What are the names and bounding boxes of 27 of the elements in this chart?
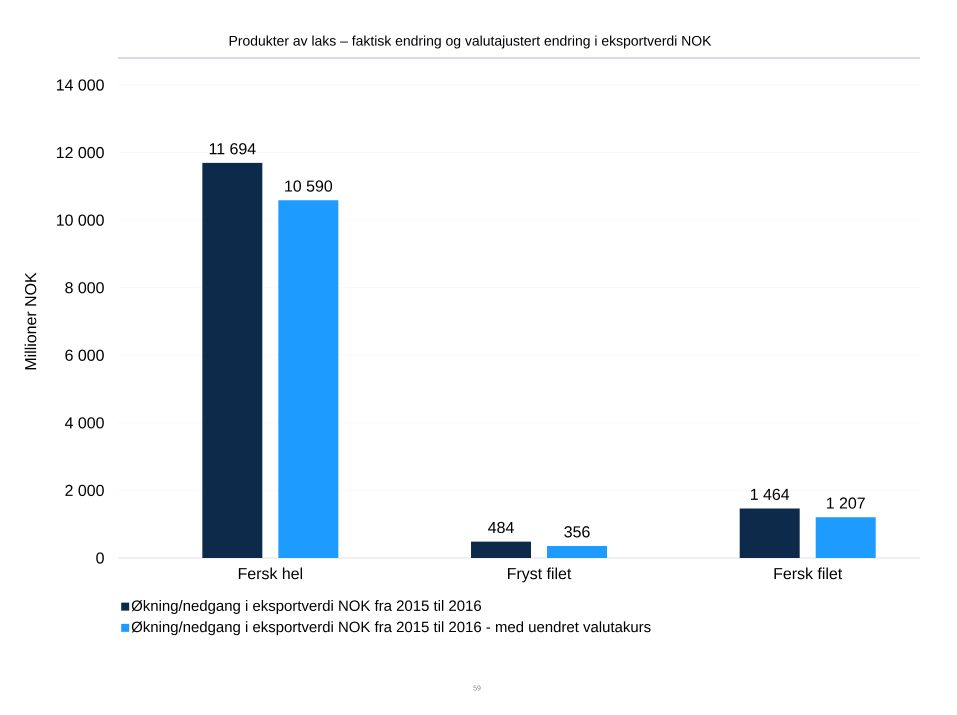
bar (471, 542, 532, 558)
y-tick-label: 8 000 (65, 282, 104, 294)
y-tick-label: 4 000 (64, 417, 104, 428)
data-label: 11 694 (210, 143, 256, 154)
bar (547, 546, 608, 558)
data-label: 1 464 (750, 488, 790, 500)
y-tick-label: 0 (96, 552, 104, 564)
data-label: 1 207 (826, 497, 865, 509)
bar (278, 200, 338, 558)
y-tick-label: 14 000 (56, 79, 104, 91)
y-tick-label: 10 000 (56, 214, 104, 226)
data-label: 484 (488, 522, 514, 534)
bar (740, 508, 800, 558)
y-tick-label: 6 000 (65, 350, 104, 361)
data-label: 356 (564, 526, 590, 538)
legend-label: Økning/nedgang i eksportverdi NOK fra 2015 til 2016 (132, 600, 482, 614)
y-tick-label: 12 000 (56, 146, 104, 158)
bar (202, 162, 262, 558)
x-tick-label: Fersk hel (238, 568, 302, 580)
chart-title: Produkter av laks – faktisk endring og valutajustert endring i eksportverdi NOK (230, 35, 712, 48)
x-tick-label: Fryst filet (508, 568, 572, 582)
legend-label: Økning/nedgang i eksportverdi NOK fra 2015 til 2016 - med uendret valutakurs (132, 621, 651, 636)
data-label: 10 590 (285, 180, 332, 192)
x-tick-label: Fersk filet (774, 568, 842, 580)
y-axis-title: Millioner NOK (24, 272, 36, 370)
bar (816, 517, 876, 558)
y-tick-label: 2 000 (65, 484, 104, 496)
